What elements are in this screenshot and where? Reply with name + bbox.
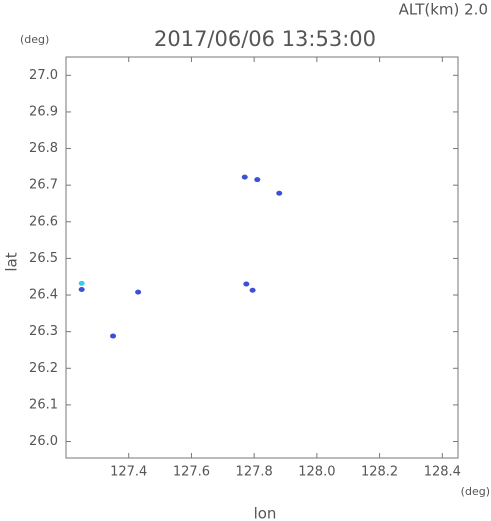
y-axis-label: lat <box>3 252 21 271</box>
echo-point <box>243 281 250 287</box>
echo-point <box>78 287 85 293</box>
y-tick-label: 26.6 <box>29 214 58 229</box>
x-tick-label: 127.8 <box>236 465 273 480</box>
x-tick-label: 127.6 <box>173 465 210 480</box>
chart-title: 2017/06/06 13:53:00 <box>154 27 376 51</box>
x-tick-label: 128.0 <box>298 465 335 480</box>
x-tick-label: 127.4 <box>110 465 147 480</box>
y-tick-label: 26.1 <box>29 397 58 412</box>
y-tick-label: 26.5 <box>29 251 58 266</box>
y-tick-label: 26.2 <box>29 361 58 376</box>
echo-point <box>78 280 85 286</box>
y-tick-label: 26.7 <box>29 178 58 193</box>
x-tick-label: 128.2 <box>361 465 398 480</box>
x-unit: (deg) <box>461 485 490 498</box>
echo-point <box>249 287 256 293</box>
echo-point <box>254 177 261 183</box>
y-tick-label: 26.8 <box>29 141 58 156</box>
y-tick-label: 26.3 <box>29 324 58 339</box>
x-axis-label: lon <box>254 505 277 521</box>
echo-point <box>110 333 117 339</box>
y-tick-label: 26.4 <box>29 288 58 303</box>
altitude-label: ALT(km) 2.0 <box>399 1 488 19</box>
plot-frame <box>65 56 459 459</box>
echo-point <box>276 190 283 196</box>
x-tick-label: 128.4 <box>424 465 461 480</box>
echo-point <box>135 289 142 295</box>
y-tick-label: 27.0 <box>29 68 58 83</box>
echo-point <box>241 174 248 180</box>
y-tick-label: 26.9 <box>29 104 58 119</box>
y-unit: (deg) <box>20 33 49 46</box>
y-tick-label: 26.0 <box>29 434 58 449</box>
